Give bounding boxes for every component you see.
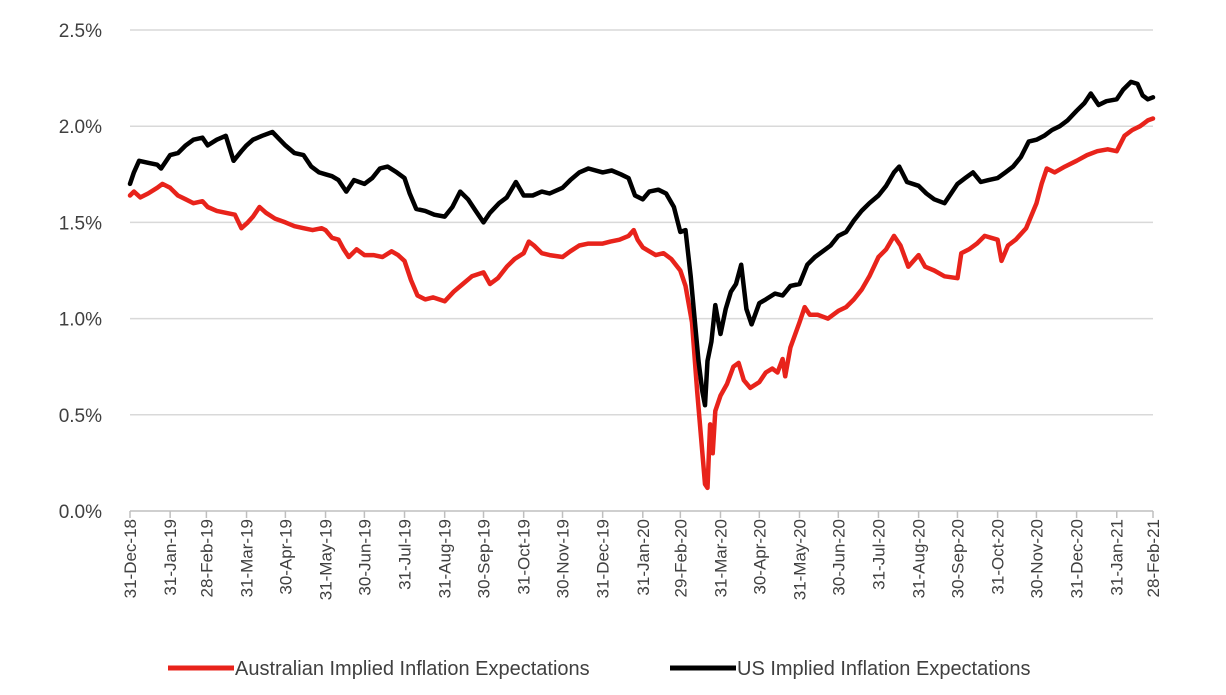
x-tick-label: 31-Dec-18 (121, 519, 140, 598)
y-axis: 0.0% 0.5% 1.0% 1.5% 2.0% 2.5% (59, 21, 102, 523)
y-tick-label: 2.5% (59, 21, 102, 42)
x-tick-label: 31-Jan-21 (1108, 519, 1127, 596)
x-tick-label: 31-Mar-19 (238, 519, 257, 597)
x-tick-label: 30-Jun-20 (829, 519, 848, 596)
x-tick-label: 31-Jan-19 (161, 519, 180, 596)
y-tick-label: 2.0% (59, 117, 102, 138)
x-tick-label: 31-Jan-20 (634, 519, 653, 596)
x-tick-label: 30-Apr-19 (276, 519, 295, 595)
x-tick-label: 31-Dec-20 (1068, 519, 1087, 598)
x-tick-label: 31-Oct-19 (515, 519, 534, 595)
x-axis: 31-Dec-18 31-Jan-19 28-Feb-19 31-Mar-19 30-A… (121, 510, 1163, 600)
x-tick-label: 30-Nov-19 (554, 519, 573, 598)
x-tick-label: 30-Sep-19 (475, 519, 494, 598)
y-tick-label: 0.0% (59, 502, 102, 523)
x-tick-label: 31-Mar-20 (711, 519, 730, 597)
x-tick-label: 28-Feb-19 (197, 519, 216, 597)
x-tick-label: 31-Oct-20 (989, 519, 1008, 595)
y-tick-label: 1.5% (59, 213, 102, 234)
x-tick-label: 31-May-19 (317, 519, 336, 600)
x-tick-label: 30-Apr-20 (750, 519, 769, 595)
x-tick-label: 31-Jul-20 (869, 519, 888, 590)
x-tick-label: 31-Dec-19 (594, 519, 613, 598)
series-line-australia (127, 116, 1156, 491)
series-line-us (127, 79, 1156, 408)
x-tick-label: 29-Feb-20 (671, 519, 690, 597)
x-tick-label: 31-Aug-20 (910, 519, 929, 598)
x-tick-label: 31-Jul-19 (396, 519, 415, 590)
legend: Australian Implied Inflation Expectation… (168, 658, 1031, 680)
gridlines (130, 29, 1153, 416)
x-tick-label: 30-Sep-20 (948, 519, 967, 598)
x-tick-label: 31-May-20 (790, 519, 809, 600)
x-tick-label: 28-Feb-21 (1144, 519, 1163, 597)
y-tick-label: 1.0% (59, 310, 102, 331)
x-tick-label: 30-Nov-20 (1027, 519, 1046, 598)
x-tick-label: 31-Aug-19 (436, 519, 455, 598)
series-lines (127, 79, 1156, 491)
y-tick-label: 0.5% (59, 406, 102, 427)
x-tick-label: 30-Jun-19 (355, 519, 374, 596)
legend-label: Australian Implied Inflation Expectation… (235, 658, 590, 680)
legend-label: US Implied Inflation Expectations (737, 658, 1031, 680)
